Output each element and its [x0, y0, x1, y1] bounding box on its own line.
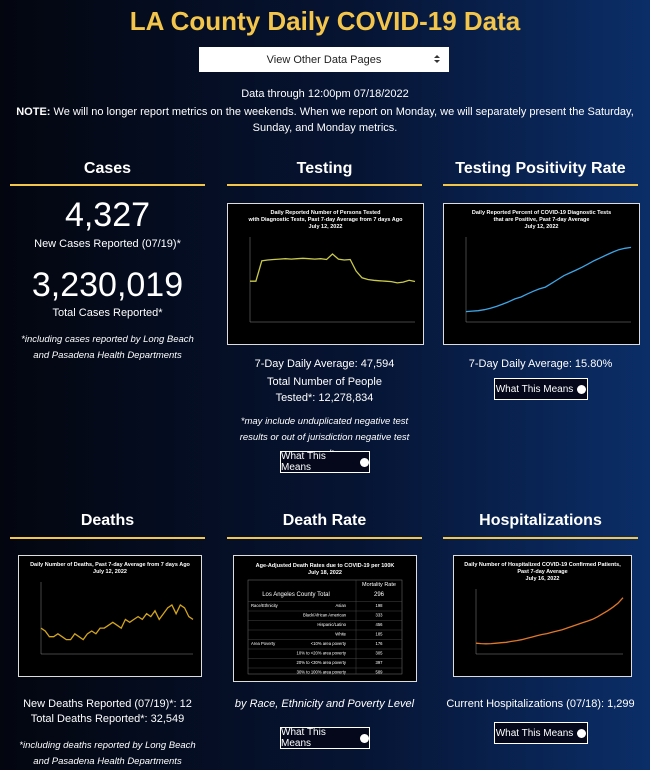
- section-heading: Testing Positivity Rate: [455, 160, 626, 177]
- table-value: 333: [376, 613, 384, 618]
- button-label: What This Means: [495, 383, 574, 395]
- select-label: View Other Data Pages: [266, 53, 382, 66]
- new-cases: 4,327: [64, 196, 151, 234]
- data-line: [250, 253, 416, 284]
- table-frame: [247, 579, 403, 675]
- button-label: What This Means: [495, 727, 574, 739]
- info-icon: [360, 733, 369, 743]
- table-label: White: [335, 632, 346, 637]
- table-group: Race/Ethnicity: [251, 603, 279, 608]
- note-label: NOTE:: [16, 106, 51, 118]
- death-rate-table: Age-Adjusted Death Rates due to COVID-19…: [233, 555, 417, 682]
- data-through: Data through 12:00pm 07/18/2022: [241, 88, 409, 100]
- table-value: 397: [376, 660, 384, 665]
- data-line: [475, 597, 624, 645]
- deaths-chart: Daily Number of Deaths, Past 7-day Avera…: [18, 555, 202, 677]
- footnote: *including cases reported by Long Beach …: [21, 334, 194, 361]
- table-label: Hispanic/Latino: [317, 622, 346, 627]
- heading-rule: [443, 537, 638, 539]
- what-this-means-button[interactable]: What This Means: [280, 727, 370, 749]
- total-cases-label: Total Cases Reported*: [52, 307, 163, 319]
- section-heading: Deaths: [80, 512, 135, 529]
- table-title: July 18, 2022: [308, 570, 342, 576]
- what-this-means-button[interactable]: What This Means: [280, 451, 370, 473]
- data-line: [465, 246, 632, 313]
- info-icon: [360, 457, 369, 467]
- table-label: 10% to <20% area poverty: [297, 651, 347, 656]
- table-column: Mortality Rate: [362, 582, 396, 588]
- table-total-label: Los Angeles County Total: [262, 592, 330, 598]
- testing-chart: Daily Reported Number of Persons Testedw…: [227, 203, 424, 345]
- testing-average: 7-Day Daily Average: 47,594: [254, 358, 395, 370]
- heading-rule: [10, 184, 205, 186]
- chart-title: with Diagnostic Tests, Past 7-day Averag…: [248, 217, 404, 223]
- total-cases: 3,230,019: [31, 266, 184, 304]
- new-deaths: New Deaths Reported (07/19)*: 12: [23, 698, 192, 710]
- heading-rule: [443, 184, 638, 186]
- chart-title: that are Positive, Past 7-day Average: [494, 217, 590, 223]
- positivity-chart: Daily Reported Percent of COVID-19 Diagn…: [443, 203, 640, 345]
- table-title: Age-Adjusted Death Rates due to COVID-19…: [256, 563, 395, 569]
- footnote: *including deaths reported by Long Beach…: [19, 740, 196, 767]
- new-cases-label: New Cases Reported (07/19)*: [34, 238, 181, 250]
- table-label: 30% to 100% area poverty: [297, 670, 347, 675]
- chart-title: Daily Reported Number of Persons Tested: [271, 210, 381, 216]
- button-label: What This Means: [281, 727, 326, 749]
- table-value: 456: [376, 622, 384, 627]
- table-value: 305: [376, 651, 384, 656]
- data-line: [40, 604, 194, 641]
- select-arrow: [434, 60, 440, 63]
- table-value: 185: [376, 632, 384, 637]
- table-label: Black/African American: [303, 613, 347, 618]
- chart-title: Daily Number of Hospitalized COVID-19 Co…: [464, 562, 621, 568]
- positivity-average: 7-Day Daily Average: 15.80%: [468, 358, 613, 370]
- note: NOTE: We will no longer report metrics o…: [10, 104, 640, 136]
- table-group: Area Poverty: [251, 641, 276, 646]
- chart-title: Past 7-day Average: [517, 569, 567, 575]
- section-heading: Death Rate: [282, 512, 367, 529]
- chart-title: Daily Reported Percent of COVID-19 Diagn…: [472, 210, 611, 216]
- table-value: 176: [376, 641, 384, 646]
- chart-title: July 12, 2022: [93, 569, 127, 575]
- table-label: 20% to <30% area poverty: [297, 660, 347, 665]
- chart-title: Daily Number of Deaths, Past 7-day Avera…: [30, 562, 190, 568]
- info-icon: [577, 384, 587, 394]
- heading-rule: [227, 184, 422, 186]
- button-label: What This Means: [281, 451, 326, 473]
- table-value: 198: [376, 603, 384, 608]
- section-heading: Testing: [296, 160, 353, 177]
- table-value: 589: [376, 670, 384, 675]
- table-total: 296: [374, 592, 385, 598]
- section-heading: Hospitalizations: [479, 512, 602, 529]
- heading-rule: [227, 537, 422, 539]
- heading-rule: [10, 537, 205, 539]
- select-arrow: [434, 55, 440, 58]
- note-text: We will no longer report metrics on the …: [53, 106, 634, 134]
- table-label: Asian: [336, 603, 347, 608]
- what-this-means-button[interactable]: What This Means: [494, 722, 588, 744]
- info-icon: [577, 728, 587, 738]
- page-title: LA County Daily COVID-19 Data: [129, 6, 521, 36]
- current-hospitalizations: Current Hospitalizations (07/18): 1,299: [446, 698, 635, 710]
- what-this-means-button[interactable]: What This Means: [494, 378, 588, 400]
- chart-title: July 12, 2022: [309, 224, 343, 230]
- testing-total: Total Number of People Tested*: 12,278,8…: [267, 376, 382, 404]
- section-heading: Cases: [83, 160, 132, 177]
- total-deaths: Total Deaths Reported*: 32,549: [30, 713, 185, 725]
- data-page-select[interactable]: View Other Data Pages: [199, 47, 449, 72]
- chart-title: July 16, 2022: [526, 576, 560, 582]
- death-rate-caption: by Race, Ethnicity and Poverty Level: [234, 698, 415, 710]
- chart-title: July 12, 2022: [525, 224, 559, 230]
- hospitalizations-chart: Daily Number of Hospitalized COVID-19 Co…: [453, 555, 632, 677]
- table-label: <10% area poverty: [311, 641, 347, 646]
